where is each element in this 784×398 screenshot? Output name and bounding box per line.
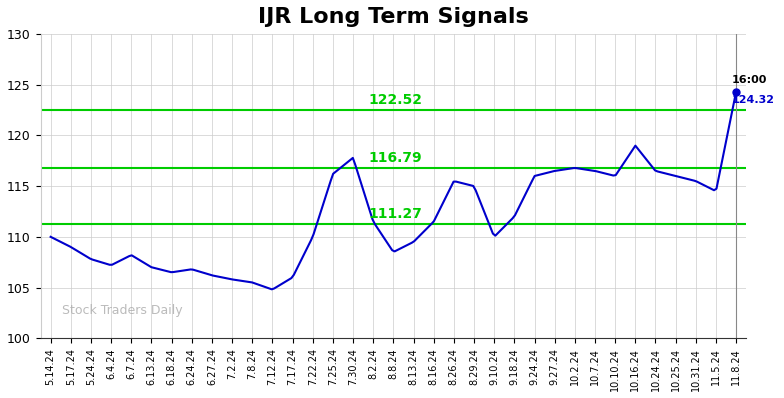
Text: 116.79: 116.79 bbox=[368, 151, 422, 165]
Text: 122.52: 122.52 bbox=[368, 93, 422, 107]
Text: 111.27: 111.27 bbox=[368, 207, 422, 221]
Text: 124.32: 124.32 bbox=[732, 95, 775, 105]
Text: Stock Traders Daily: Stock Traders Daily bbox=[62, 304, 183, 317]
Text: 16:00: 16:00 bbox=[732, 74, 768, 84]
Title: IJR Long Term Signals: IJR Long Term Signals bbox=[258, 7, 528, 27]
